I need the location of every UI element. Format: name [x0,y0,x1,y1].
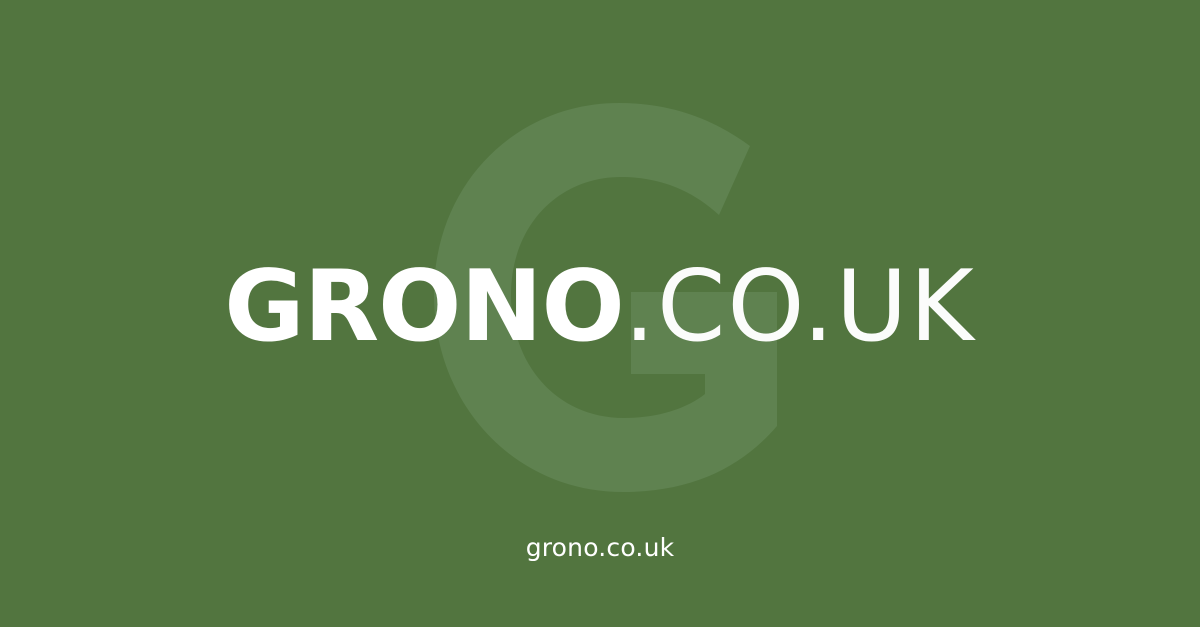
footer-url: grono.co.uk [525,533,675,562]
brand-logo: GRONO .CO.UK [0,258,1200,368]
logo-primary-text: GRONO [224,250,625,364]
logo-domain-text: .CO.UK [623,250,976,364]
